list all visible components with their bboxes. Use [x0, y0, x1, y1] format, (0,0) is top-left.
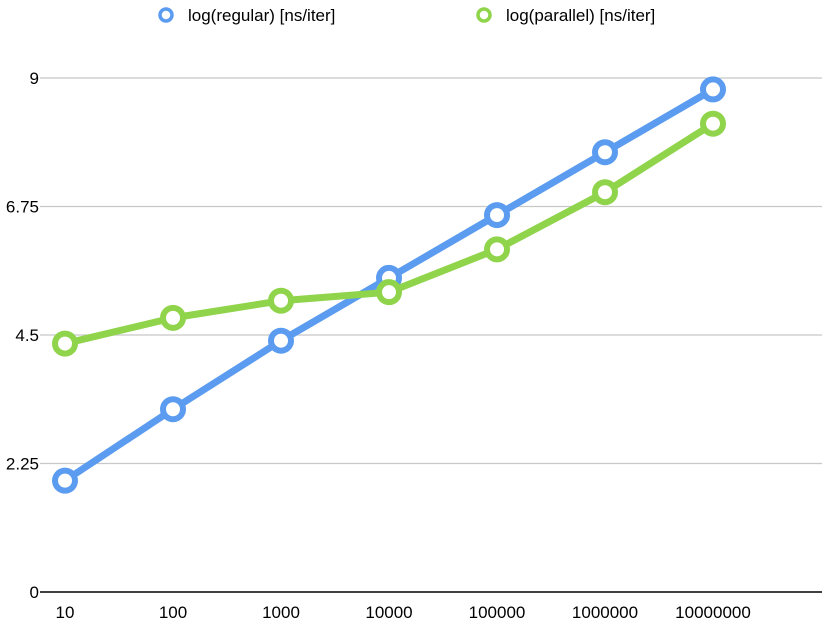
- x-tick-label: 10: [56, 603, 75, 622]
- legend-marker: [158, 7, 174, 23]
- y-tick-label: 4.5: [15, 326, 39, 345]
- data-point: [160, 304, 186, 331]
- x-tick-label: 1000000: [572, 603, 638, 622]
- x-axis-ticks: 10 100 1000 10000 100000 1000000 10000000: [56, 603, 751, 622]
- legend-label: log(parallel) [ns/iter]: [506, 6, 655, 25]
- y-tick-label: 6.75: [6, 198, 39, 217]
- gridlines: [40, 77, 822, 465]
- data-point: [592, 139, 618, 166]
- data-point: [268, 287, 294, 314]
- data-point: [592, 179, 618, 206]
- y-tick-label: 2.25: [6, 455, 39, 474]
- y-tick-label: 0: [30, 583, 39, 602]
- legend-item: log(regular) [ns/iter]: [158, 6, 335, 25]
- data-point: [160, 396, 186, 423]
- y-tick-label: 9: [30, 69, 39, 88]
- x-tick-label: 1000: [262, 603, 300, 622]
- data-point: [52, 330, 78, 357]
- series-group: [52, 76, 726, 494]
- data-point: [700, 110, 726, 137]
- y-axis-ticks: 0 2.25 4.5 6.75 9: [6, 69, 39, 602]
- series-1: [52, 76, 726, 494]
- data-point: [484, 202, 510, 229]
- x-tick-label: 10000000: [675, 603, 751, 622]
- data-point: [376, 279, 402, 306]
- data-point: [700, 76, 726, 103]
- data-point: [52, 467, 78, 494]
- legend-marker: [476, 7, 492, 23]
- series-2: [52, 110, 726, 357]
- data-point: [484, 236, 510, 263]
- legend-item: log(parallel) [ns/iter]: [476, 6, 655, 25]
- data-point: [268, 327, 294, 354]
- legend-label: log(regular) [ns/iter]: [188, 6, 335, 25]
- legend: log(regular) [ns/iter] log(parallel) [ns/…: [158, 6, 655, 25]
- x-tick-label: 100000: [469, 603, 526, 622]
- x-tick-label: 10000: [365, 603, 412, 622]
- x-tick-label: 100: [159, 603, 187, 622]
